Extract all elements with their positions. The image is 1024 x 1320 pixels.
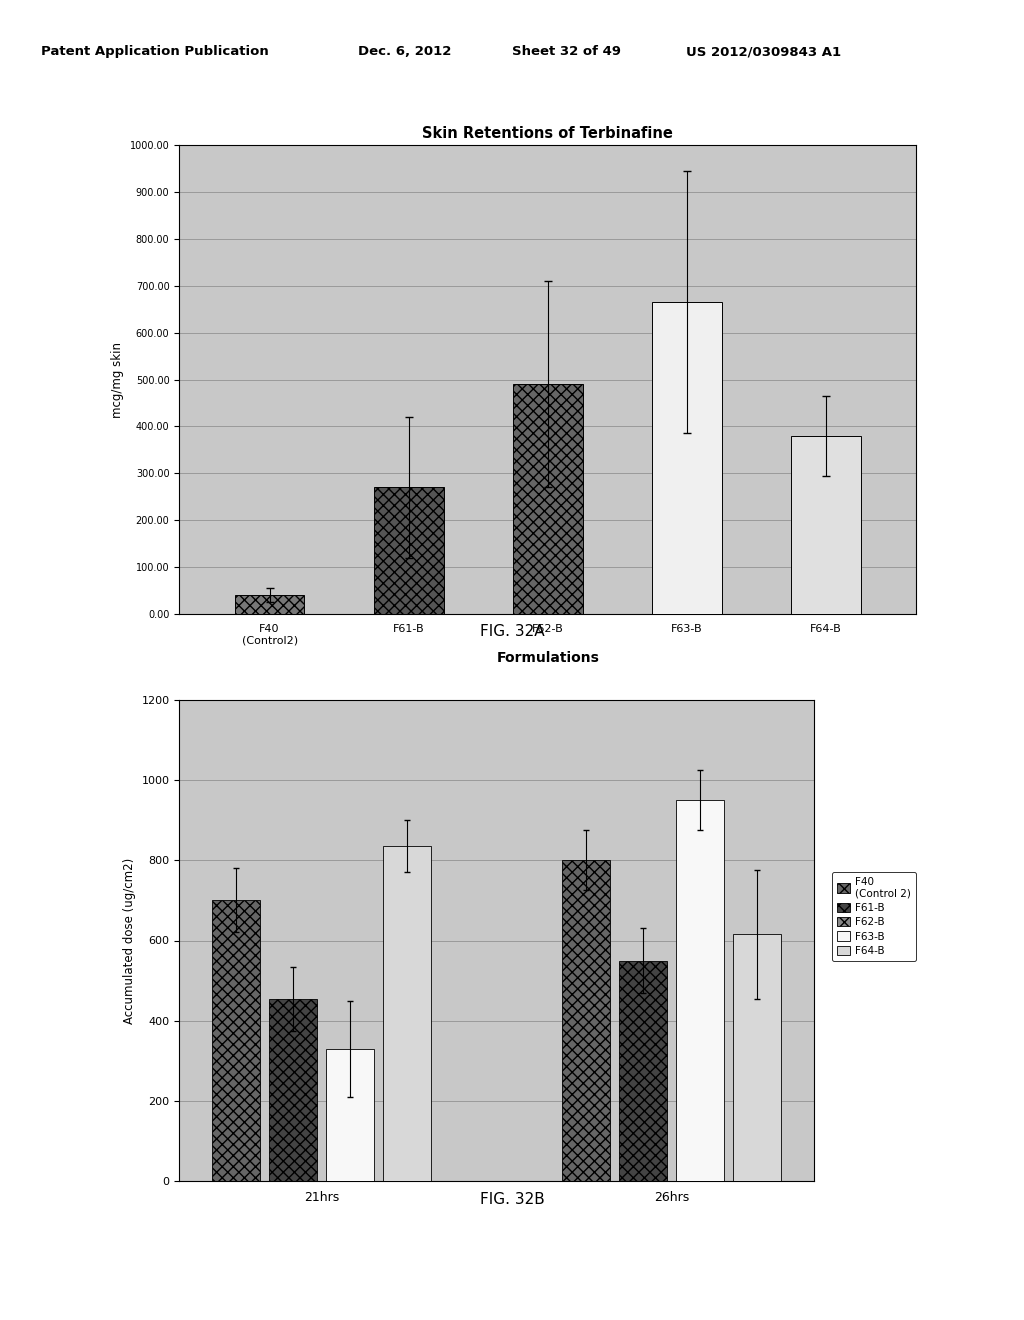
Title: Skin Retentions of Terbinafine: Skin Retentions of Terbinafine [423, 127, 673, 141]
Bar [234, 595, 304, 614]
Bar [733, 935, 781, 1181]
Y-axis label: mcg/mg skin: mcg/mg skin [112, 342, 124, 417]
Bar [212, 900, 260, 1181]
Bar [374, 487, 443, 614]
X-axis label: Formulations: Formulations [497, 651, 599, 665]
Bar [513, 384, 583, 614]
Text: Dec. 6, 2012: Dec. 6, 2012 [358, 45, 452, 58]
Bar [652, 302, 722, 614]
Bar [383, 846, 431, 1181]
Text: FIG. 32A: FIG. 32A [479, 624, 545, 639]
Y-axis label: Accumulated dose (ug/cm2): Accumulated dose (ug/cm2) [123, 858, 136, 1023]
Text: FIG. 32B: FIG. 32B [479, 1192, 545, 1206]
Bar [562, 861, 610, 1181]
Text: Patent Application Publication: Patent Application Publication [41, 45, 268, 58]
Legend: F40
(Control 2), F61-B, F62-B, F63-B, F64-B: F40 (Control 2), F61-B, F62-B, F63-B, F6… [831, 871, 916, 961]
Text: US 2012/0309843 A1: US 2012/0309843 A1 [686, 45, 841, 58]
Bar [269, 999, 317, 1181]
Bar [326, 1049, 374, 1181]
Bar [620, 961, 668, 1181]
Text: Sheet 32 of 49: Sheet 32 of 49 [512, 45, 621, 58]
Bar [676, 800, 724, 1181]
Bar [792, 436, 861, 614]
